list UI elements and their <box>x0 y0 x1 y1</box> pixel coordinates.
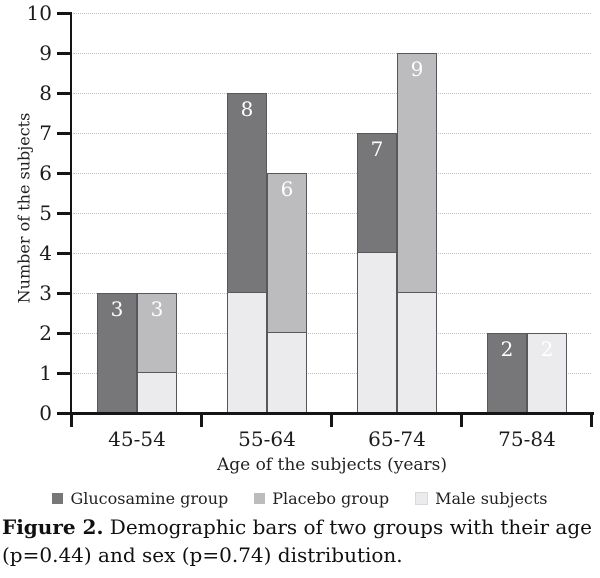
y-tick-8 <box>57 92 70 95</box>
y-tick-4 <box>57 252 70 255</box>
gridline-y-3 <box>73 293 591 294</box>
gridline-y-2 <box>73 333 591 334</box>
bar-value-label: 9 <box>410 57 424 81</box>
bar-value-label: 3 <box>150 297 164 321</box>
x-tick-4 <box>590 414 593 427</box>
x-tick-0 <box>70 414 73 427</box>
y-tick-2 <box>57 332 70 335</box>
x-axis-title: Age of the subjects (years) <box>216 455 448 475</box>
y-tick-label-3: 3 <box>39 281 52 305</box>
bar-group-segment <box>268 174 306 333</box>
y-tick-label-4: 4 <box>39 241 52 265</box>
gridline-y-8 <box>73 93 591 94</box>
y-tick-6 <box>57 172 70 175</box>
x-tick-label-75-84: 75-84 <box>498 427 556 451</box>
bar-value-label: 8 <box>240 97 254 121</box>
gridline-y-9 <box>73 53 591 54</box>
y-tick-label-1: 1 <box>39 361 52 385</box>
x-tick-3 <box>460 414 463 427</box>
x-tick-label-45-54: 45-54 <box>108 427 166 451</box>
legend-label-male: Male subjects <box>435 489 548 508</box>
y-tick-label-6: 6 <box>39 161 52 185</box>
gridline-y-1 <box>73 373 591 374</box>
bar-group-segment <box>488 334 526 412</box>
bar-value-label: 3 <box>110 297 124 321</box>
y-tick-label-7: 7 <box>39 121 52 145</box>
y-tick-label-8: 8 <box>39 81 52 105</box>
y-tick-1 <box>57 372 70 375</box>
bar-group-segment <box>138 294 176 373</box>
x-tick-label-65-74: 65-74 <box>368 427 426 451</box>
y-tick-10 <box>57 12 70 15</box>
gridline-y-5 <box>73 213 591 214</box>
gridline-y-7 <box>73 133 591 134</box>
figure-caption-label: Figure 2. <box>2 515 104 539</box>
y-tick-7 <box>57 132 70 135</box>
glucosamine-swatch-icon <box>52 493 64 504</box>
bar-glucosamine-55-64: 8 <box>227 93 267 413</box>
figure-caption: Figure 2. Demographic bars of two groups… <box>2 513 598 570</box>
y-tick-3 <box>57 292 70 295</box>
x-tick-1 <box>200 414 203 427</box>
y-tick-5 <box>57 212 70 215</box>
y-tick-9 <box>57 52 70 55</box>
bar-value-label: 2 <box>540 337 554 361</box>
bar-value-label: 2 <box>500 337 514 361</box>
bar-group-segment <box>398 54 436 293</box>
y-axis-title: Number of the subjects <box>14 112 34 304</box>
legend-label-placebo: Placebo group <box>272 489 390 508</box>
gridline-y-6 <box>73 173 591 174</box>
legend-label-glucosamine: Glucosamine group <box>70 489 229 508</box>
bar-placebo-55-64: 6 <box>267 173 307 413</box>
bar-group-segment <box>228 94 266 293</box>
bar-glucosamine-45-54: 3 <box>97 293 137 413</box>
figure-caption-text: Demographic bars of two groups with thei… <box>2 515 592 568</box>
male-subjects-swatch-icon <box>415 492 429 505</box>
bar-group-segment <box>98 294 136 412</box>
bar-glucosamine-75-84: 2 <box>487 333 527 413</box>
plot-area: 3 8 7 2 3 6 9 2 0 1 2 3 4 5 6 7 8 9 10 45-54 55-64 65-74 75-84 <box>27 2 594 451</box>
legend: Glucosamine group Placebo group Male sub… <box>0 489 600 508</box>
legend-item-glucosamine: Glucosamine group <box>52 489 228 508</box>
bar-placebo-45-54: 3 <box>137 293 177 413</box>
y-tick-0 <box>57 412 70 415</box>
placebo-swatch-icon <box>254 493 266 504</box>
y-axis-line <box>70 12 72 416</box>
bar-value-label: 6 <box>280 177 294 201</box>
y-tick-label-10: 10 <box>26 1 52 25</box>
gridline-y-10 <box>73 13 591 14</box>
bar-placebo-75-84: 2 <box>527 333 567 413</box>
y-tick-label-5: 5 <box>39 201 52 225</box>
x-tick-label-55-64: 55-64 <box>238 427 296 451</box>
y-tick-label-9: 9 <box>39 41 52 65</box>
bar-value-label: 7 <box>370 137 384 161</box>
legend-item-male: Male subjects <box>415 489 548 508</box>
bar-glucosamine-65-74: 7 <box>357 133 397 413</box>
x-axis-line <box>70 412 594 415</box>
gridline-y-4 <box>73 253 591 254</box>
y-tick-label-2: 2 <box>39 321 52 345</box>
bar-placebo-65-74: 9 <box>397 53 437 413</box>
y-tick-label-0: 0 <box>39 401 52 425</box>
bar-group-segment <box>358 134 396 253</box>
legend-item-placebo: Placebo group <box>254 489 389 508</box>
x-tick-2 <box>330 414 333 427</box>
